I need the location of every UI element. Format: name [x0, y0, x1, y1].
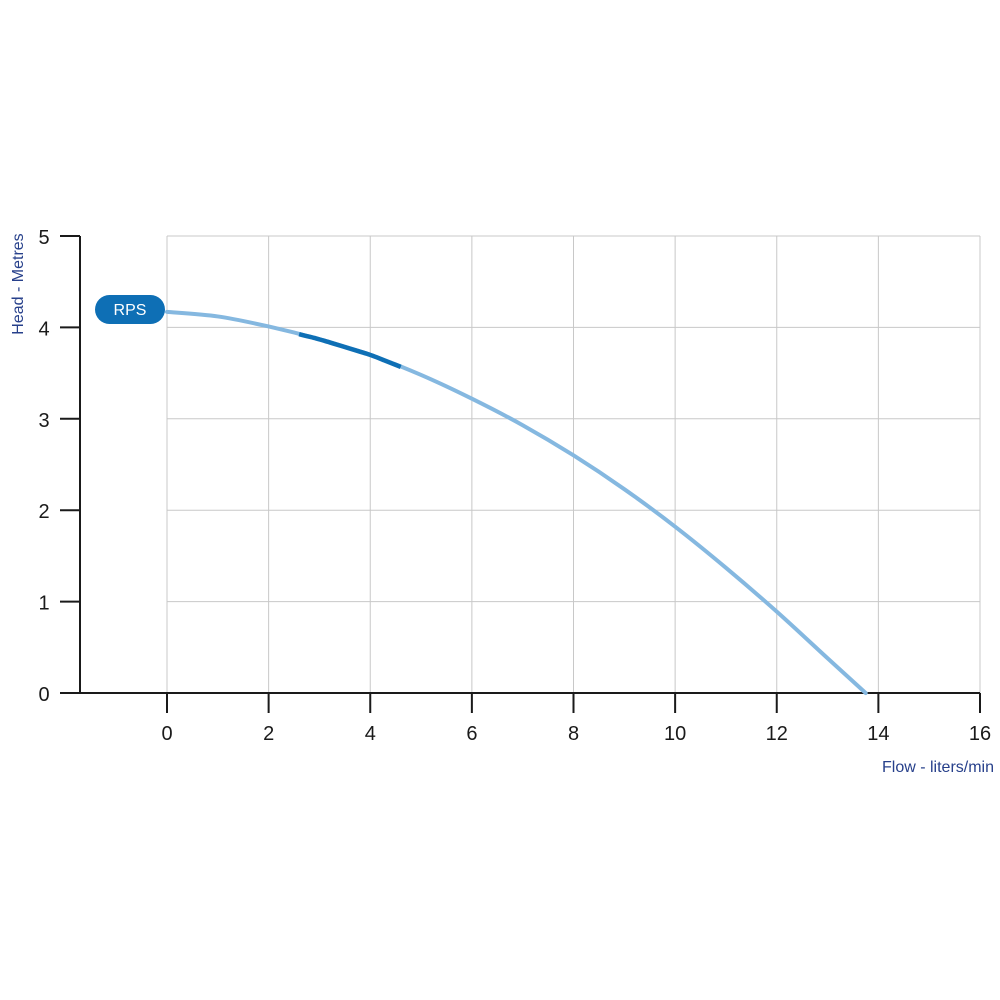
y-tick-label: 4	[38, 318, 49, 340]
y-axis-ticks: 0 1 2 3 4 5	[38, 227, 80, 706]
axes	[79, 236, 980, 694]
x-tick-label: 8	[568, 723, 579, 745]
y-tick-label: 0	[38, 684, 49, 706]
x-tick-label: 10	[664, 723, 686, 745]
series-badge-background	[95, 295, 165, 324]
y-tick-label: 2	[38, 501, 49, 523]
x-tick-label: 14	[867, 723, 889, 745]
x-tick-label: 4	[365, 723, 376, 745]
series-operating-range	[298, 331, 402, 369]
x-axis-ticks: 0 2 4 6 8 10 12 14 16	[161, 693, 991, 745]
y-axis-title: Head - Metres	[10, 233, 27, 334]
series-line	[165, 309, 868, 695]
grid	[166, 235, 981, 694]
y-tick-label: 3	[38, 410, 49, 432]
y-tick-label: 5	[38, 227, 49, 249]
x-tick-label: 16	[969, 723, 991, 745]
series-label-badge: RPS	[95, 295, 165, 324]
series-group	[165, 309, 868, 695]
y-tick-label: 1	[38, 593, 49, 615]
x-tick-label: 0	[161, 723, 172, 745]
x-tick-label: 12	[766, 723, 788, 745]
x-tick-label: 2	[263, 723, 274, 745]
x-axis-title: Flow - liters/min	[882, 759, 994, 776]
series-badge-label: RPS	[114, 302, 147, 319]
x-tick-label: 6	[466, 723, 477, 745]
